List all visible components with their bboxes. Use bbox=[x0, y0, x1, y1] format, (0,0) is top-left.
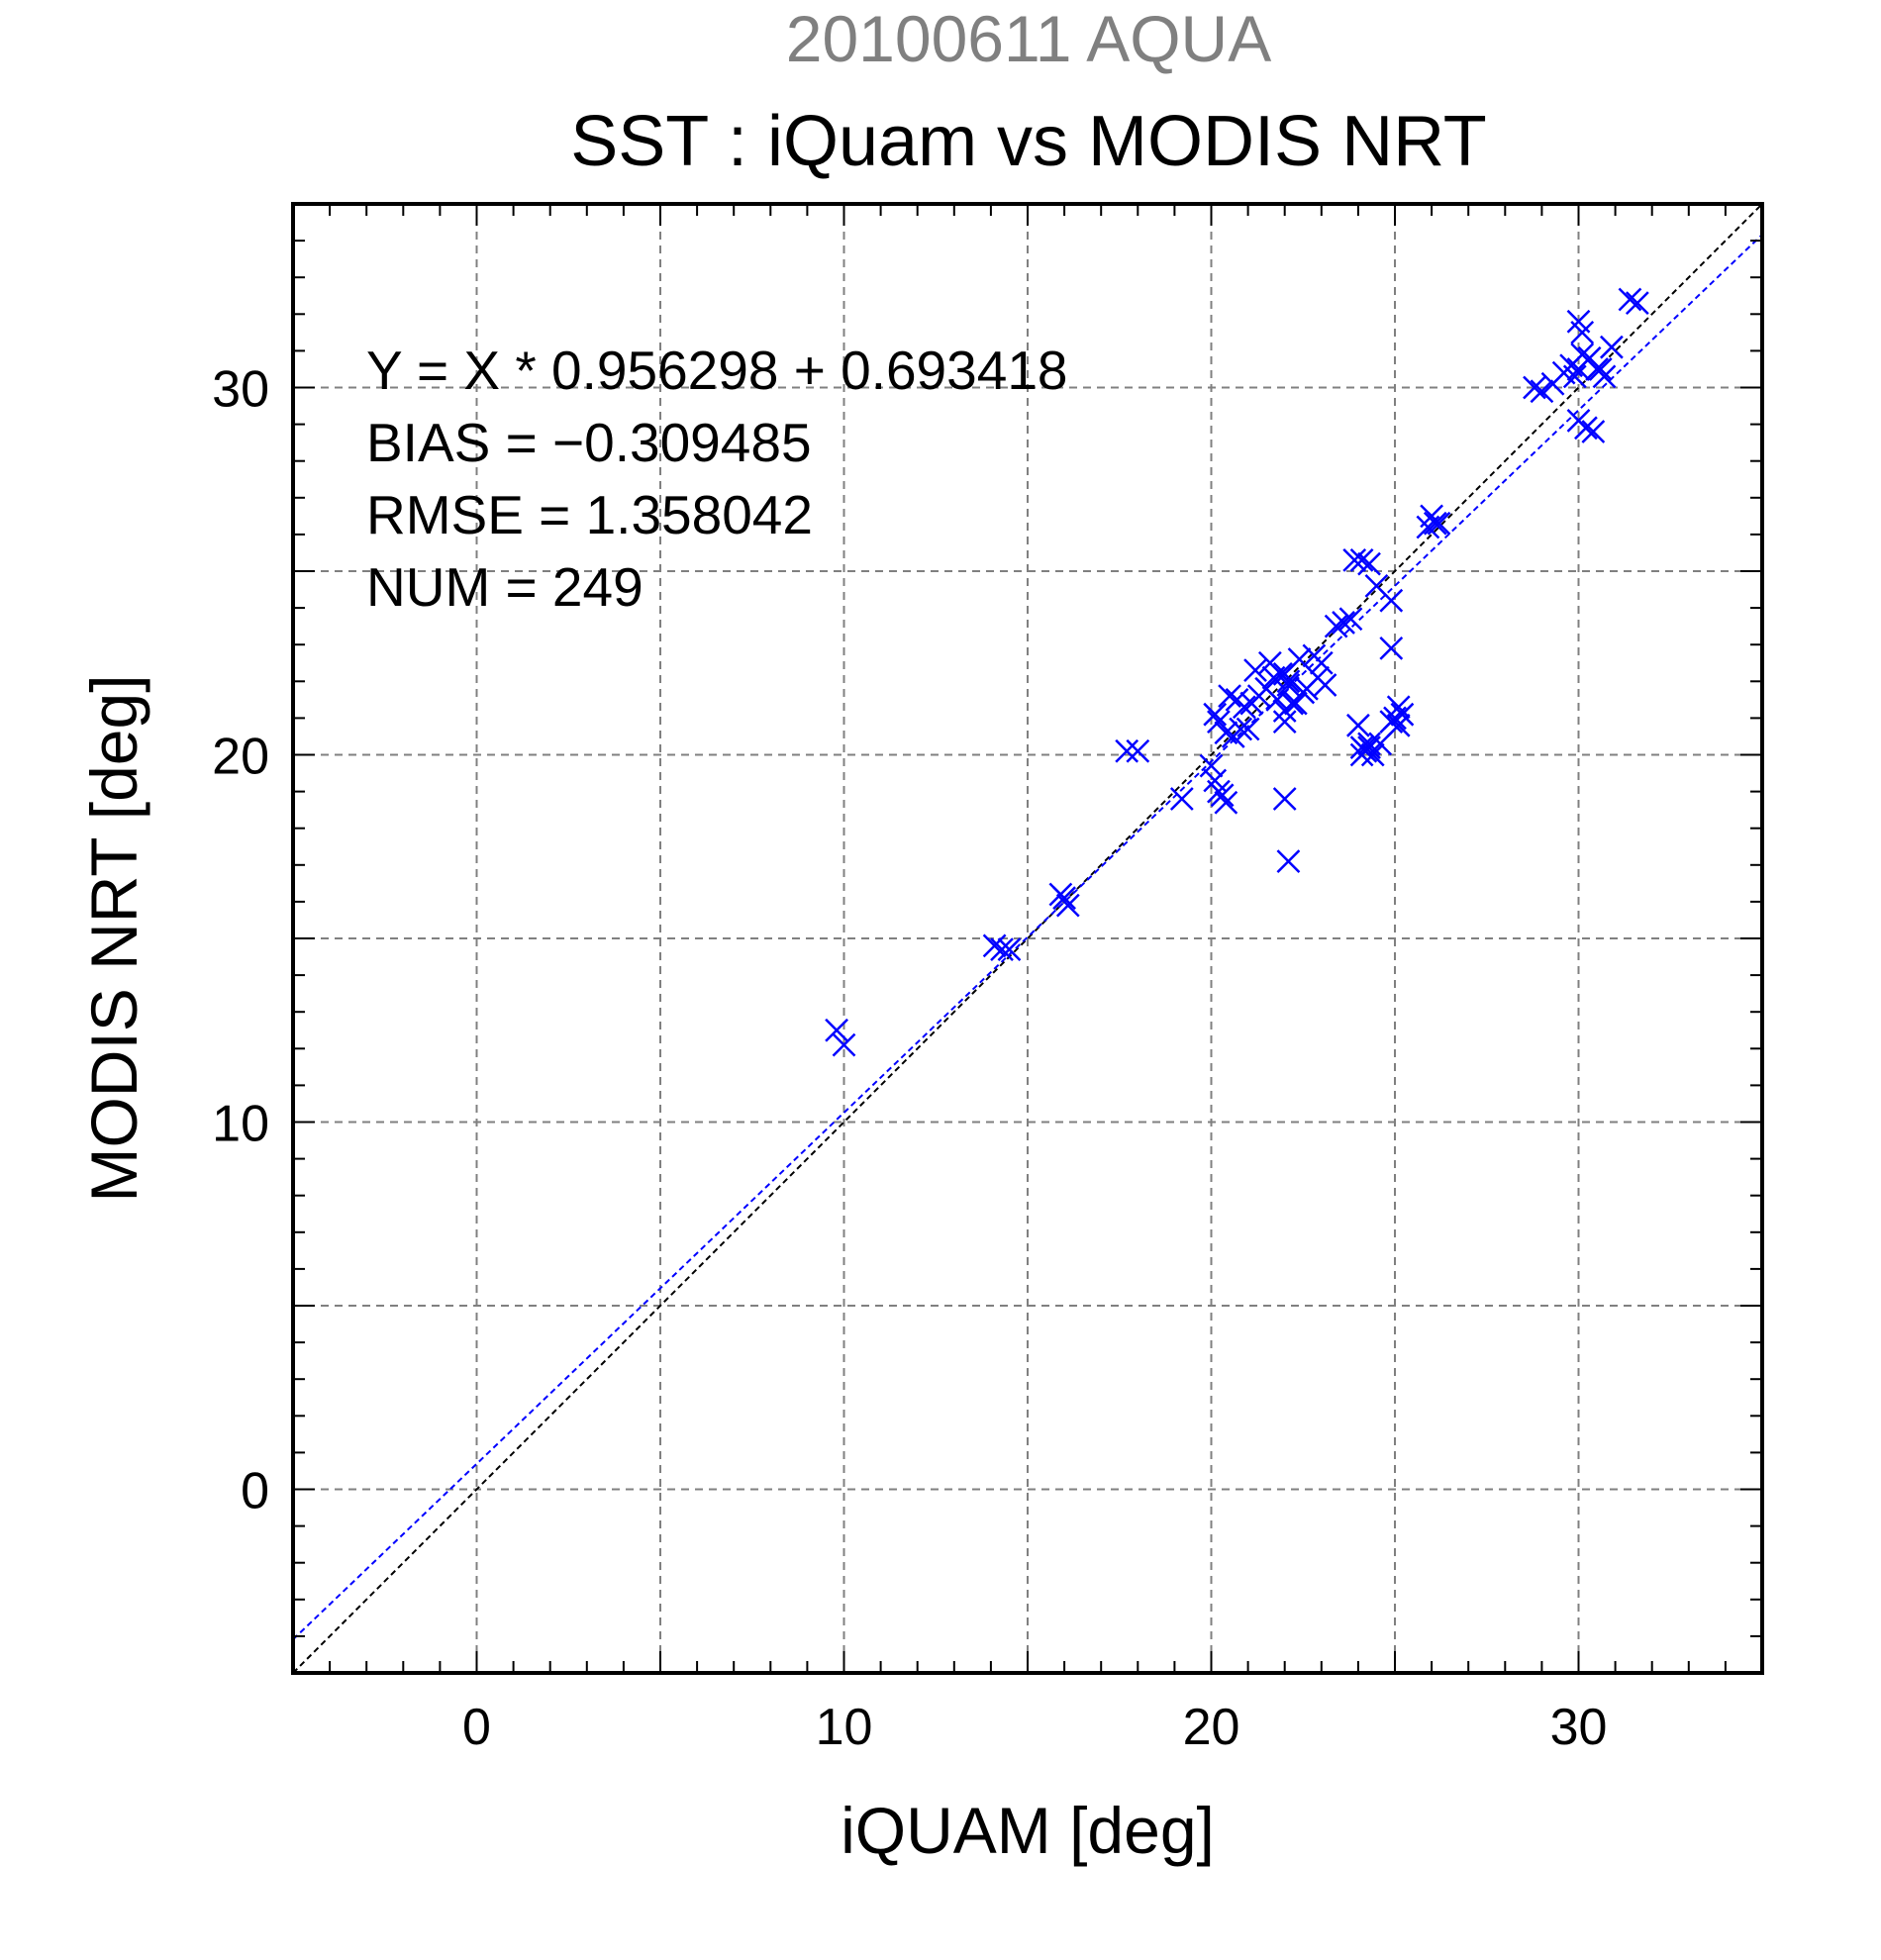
data-point bbox=[1276, 849, 1301, 873]
data-point bbox=[1287, 647, 1312, 671]
data-point bbox=[1257, 650, 1282, 675]
data-point bbox=[1233, 695, 1256, 720]
data-point bbox=[1581, 420, 1606, 443]
data-point bbox=[1203, 702, 1228, 727]
y-axis-label: MODIS NRT [deg] bbox=[77, 674, 150, 1202]
plot-frame bbox=[291, 202, 1764, 1675]
tick-labels: 0 10 20 30 0 10 20 30 bbox=[212, 361, 1607, 1757]
data-point bbox=[1562, 364, 1587, 389]
y-tick-label: 10 bbox=[212, 1096, 269, 1153]
data-point bbox=[1338, 607, 1363, 632]
data-point bbox=[1523, 375, 1546, 400]
data-point bbox=[1115, 738, 1139, 763]
grid-lines bbox=[293, 204, 1762, 1673]
data-point bbox=[1218, 684, 1241, 709]
data-point bbox=[1423, 511, 1447, 536]
data-point bbox=[1283, 691, 1308, 716]
data-point bbox=[1566, 357, 1591, 381]
stats-bias: BIAS = −0.309485 bbox=[366, 412, 812, 473]
data-point bbox=[1346, 713, 1370, 737]
data-point bbox=[1243, 658, 1267, 683]
data-point bbox=[1199, 753, 1224, 778]
data-point bbox=[1588, 357, 1613, 381]
data-point bbox=[1272, 787, 1297, 811]
data-point bbox=[982, 933, 1007, 958]
data-point bbox=[1332, 611, 1355, 635]
data-point bbox=[1265, 687, 1290, 712]
data-point bbox=[1055, 893, 1080, 918]
data-point bbox=[1625, 291, 1649, 316]
data-point bbox=[1169, 787, 1194, 811]
x-tick-label: 10 bbox=[816, 1699, 873, 1756]
data-point bbox=[1210, 783, 1235, 808]
x-tick-label: 30 bbox=[1550, 1699, 1608, 1756]
data-point bbox=[1360, 742, 1385, 767]
data-point bbox=[1276, 673, 1301, 697]
y-tick-label: 0 bbox=[241, 1463, 269, 1520]
data-point bbox=[1272, 699, 1297, 723]
data-point bbox=[1383, 706, 1407, 731]
chart-title: SST : iQuam vs MODIS NRT bbox=[570, 102, 1487, 181]
data-point bbox=[1357, 551, 1381, 576]
data-point bbox=[1386, 713, 1411, 737]
data-point bbox=[1313, 673, 1337, 697]
data-point bbox=[1570, 320, 1595, 344]
data-point bbox=[1592, 364, 1617, 389]
data-point bbox=[1600, 335, 1624, 359]
y-tick-label: 20 bbox=[212, 729, 269, 786]
x-tick-label: 0 bbox=[462, 1699, 491, 1756]
data-point bbox=[1349, 547, 1374, 572]
data-point bbox=[997, 937, 1022, 962]
chart-supertitle: 20100611 AQUA bbox=[786, 2, 1272, 75]
data-point bbox=[1276, 669, 1301, 694]
stats-rmse: RMSE = 1.358042 bbox=[366, 484, 813, 545]
y-tick-label: 30 bbox=[212, 361, 269, 419]
data-point bbox=[1570, 343, 1595, 366]
data-point bbox=[1309, 650, 1334, 675]
data-point bbox=[1342, 547, 1367, 572]
data-point bbox=[1427, 511, 1451, 536]
data-point bbox=[1618, 287, 1642, 312]
x-tick-label: 20 bbox=[1183, 1699, 1240, 1756]
data-point bbox=[1379, 588, 1404, 613]
data-point bbox=[990, 937, 1014, 962]
reference-lines bbox=[292, 203, 1763, 1674]
data-point bbox=[1214, 721, 1238, 745]
data-point bbox=[832, 1032, 856, 1057]
data-point bbox=[1357, 735, 1381, 759]
data-point bbox=[1379, 637, 1404, 660]
data-point bbox=[1052, 886, 1076, 911]
stats-equation: Y = X * 0.956298 + 0.693418 bbox=[366, 340, 1068, 401]
data-point bbox=[1574, 416, 1598, 441]
data-point bbox=[1272, 710, 1297, 734]
fit-line bbox=[292, 234, 1763, 1640]
data-point bbox=[1324, 614, 1348, 638]
data-point bbox=[1214, 790, 1238, 815]
data-point bbox=[1126, 738, 1150, 763]
x-axis-label: iQUAM [deg] bbox=[841, 1794, 1215, 1867]
data-point bbox=[1229, 717, 1253, 741]
stats-num: NUM = 249 bbox=[366, 556, 644, 618]
data-point bbox=[1236, 717, 1260, 741]
data-point bbox=[825, 1018, 848, 1042]
data-points bbox=[825, 287, 1649, 1057]
data-point bbox=[1530, 379, 1554, 404]
